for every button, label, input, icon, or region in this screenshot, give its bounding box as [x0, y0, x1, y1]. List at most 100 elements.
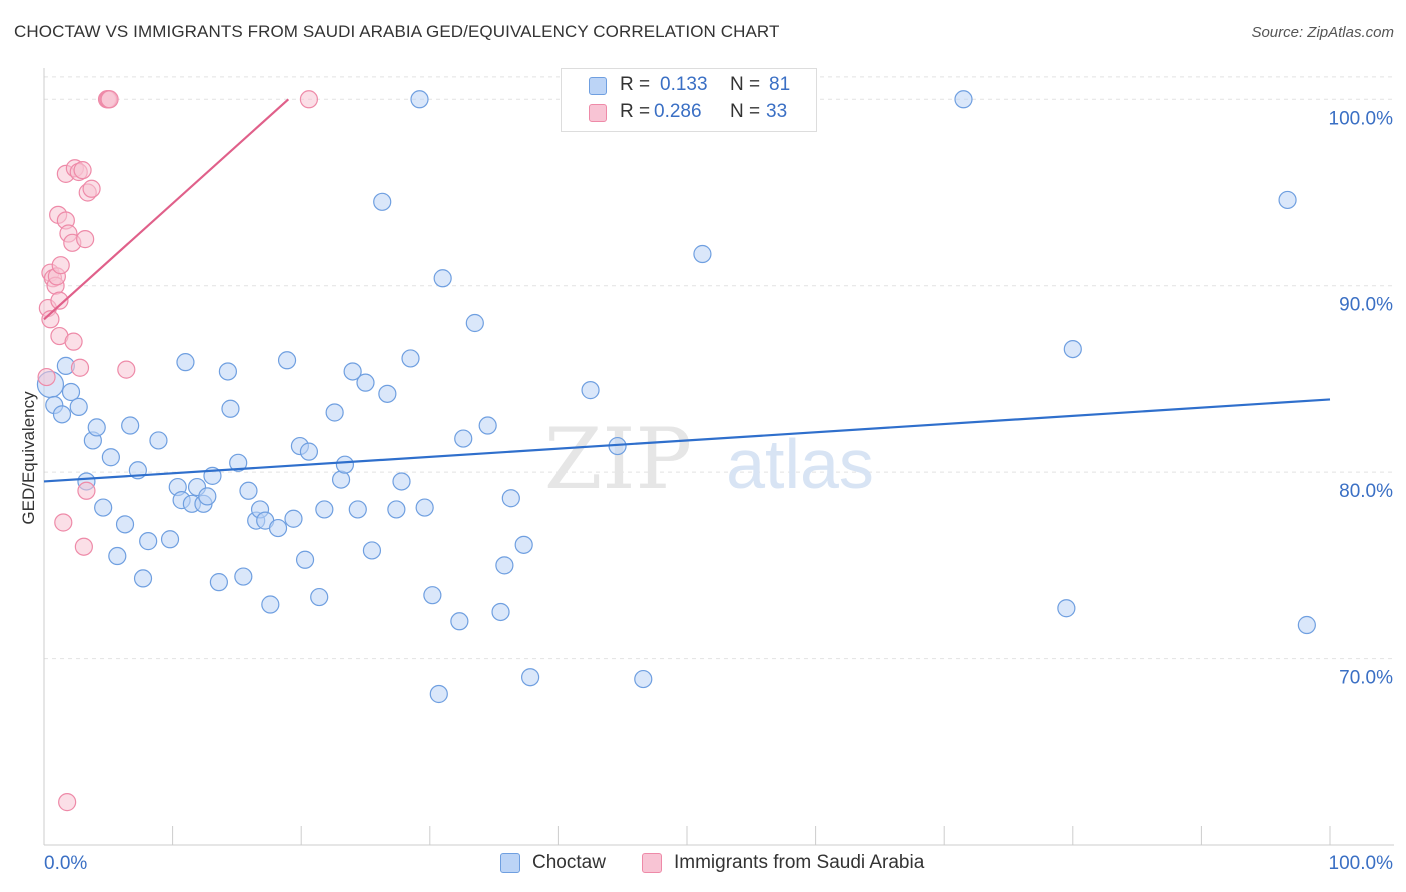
choctaw-point	[133, 569, 153, 588]
choctaw-point	[410, 90, 429, 109]
choctaw-point	[954, 90, 973, 109]
chart-title: CHOCTAW VS IMMIGRANTS FROM SAUDI ARABIA …	[14, 22, 780, 41]
choctaw-swatch	[589, 77, 607, 95]
choctaw-point	[310, 587, 329, 607]
saudi-trend-line	[43, 98, 290, 321]
r-value: 0.133	[660, 74, 708, 95]
choctaw-point	[331, 470, 351, 489]
choctaw-point	[149, 431, 168, 450]
choctaw-point	[335, 455, 355, 474]
choctaw-point	[1297, 615, 1316, 635]
choctaw-point	[101, 448, 120, 467]
r-label: R =	[620, 101, 651, 122]
choctaw-point	[160, 530, 180, 549]
choctaw-point	[423, 586, 442, 605]
choctaw-point	[198, 487, 217, 506]
x-tick-label-max: 100.0%	[1329, 853, 1394, 874]
saudi-point	[51, 256, 70, 275]
correlation-stats-box: R = 0.133 N = 81 R = 0.286 N = 33	[561, 68, 817, 132]
choctaw-point	[392, 472, 411, 491]
legend-swatch-saudi	[642, 853, 662, 873]
stats-row-saudi: R = 0.286 N = 33	[562, 101, 816, 127]
choctaw-point	[277, 351, 297, 370]
choctaw-point	[268, 518, 288, 538]
saudi-swatch	[589, 104, 607, 122]
choctaw-point	[121, 416, 140, 435]
saudi-point	[64, 332, 83, 351]
n-value: 81	[769, 74, 791, 95]
choctaw-point	[478, 416, 497, 435]
saudi-point	[77, 481, 96, 500]
legend-label-saudi: Immigrants from Saudi Arabia	[674, 852, 925, 873]
choctaw-point	[415, 498, 434, 517]
trend-lines	[43, 98, 1331, 483]
choctaw-point	[52, 405, 72, 424]
x-tick-label-min: 0.0%	[44, 853, 87, 874]
choctaw-point	[373, 192, 392, 211]
choctaw-point	[115, 515, 135, 534]
choctaw-point	[209, 573, 228, 592]
choctaw-point	[176, 353, 195, 372]
saudi-point	[73, 161, 92, 180]
choctaw-point	[491, 602, 510, 622]
saudi-point	[117, 360, 136, 379]
choctaw-point	[521, 668, 540, 687]
n-value: 33	[766, 101, 788, 122]
choctaw-point	[94, 498, 113, 517]
choctaw-point	[1057, 599, 1076, 618]
saudi-point	[74, 537, 93, 556]
choctaw-point	[634, 669, 653, 689]
saudi-point	[54, 513, 73, 532]
y-tick-label: 90.0%	[1339, 295, 1393, 316]
y-axis-label: GED/Equivalency	[19, 391, 38, 525]
choctaw-point	[433, 269, 452, 288]
choctaw-point	[495, 556, 514, 575]
choctaw-point	[450, 612, 469, 631]
legend-swatch-choctaw	[500, 853, 520, 873]
saudi-point	[70, 358, 90, 377]
choctaw-point	[1063, 340, 1082, 359]
r-value: 0.286	[654, 101, 702, 122]
saudi-point	[37, 367, 56, 387]
choctaw-point	[261, 595, 280, 614]
saudi-point	[100, 90, 119, 109]
choctaw-point	[299, 442, 319, 461]
choctaw-point	[514, 535, 533, 554]
choctaw-point	[429, 684, 448, 704]
choctaw-point	[229, 453, 248, 472]
y-tick-labels: 100.0% 90.0% 80.0% 70.0%	[1329, 108, 1394, 688]
choctaw-point	[387, 500, 406, 519]
choctaw-point	[454, 429, 473, 448]
saudi-point	[58, 793, 77, 812]
choctaw-point	[378, 384, 397, 403]
choctaw-point	[401, 349, 420, 368]
choctaw-point	[61, 382, 81, 402]
r-label: R =	[620, 74, 651, 95]
choctaw-point	[343, 362, 362, 381]
choctaw-point	[325, 403, 344, 422]
data-points	[36, 90, 1316, 812]
choctaw-point	[362, 541, 382, 560]
axes	[43, 68, 1394, 846]
y-tick-label: 100.0%	[1329, 108, 1394, 129]
choctaw-point	[501, 489, 520, 508]
y-tick-label: 70.0%	[1339, 668, 1393, 689]
choctaw-point	[221, 399, 240, 418]
source-label: Source: ZipAtlas.com	[1251, 24, 1394, 41]
stats-row-choctaw: R = 0.133 N = 81	[562, 74, 816, 100]
choctaw-point	[87, 418, 106, 437]
choctaw-point	[139, 532, 158, 551]
choctaw-point	[348, 500, 367, 519]
y-tick-label: 80.0%	[1339, 481, 1393, 502]
choctaw-point	[108, 546, 127, 566]
saudi-point	[50, 291, 69, 310]
legend-label-choctaw: Choctaw	[532, 852, 606, 873]
choctaw-point	[581, 381, 600, 400]
choctaw-point	[284, 509, 303, 528]
saudi-point	[41, 310, 60, 329]
watermark-atlas: atlas	[726, 425, 874, 503]
saudi-point	[82, 179, 101, 198]
choctaw-point	[218, 362, 237, 381]
choctaw-point	[295, 550, 315, 569]
